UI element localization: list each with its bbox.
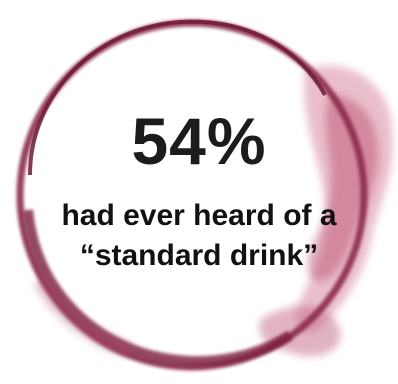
stat-caption: had ever heard of a “standard drink”: [0, 196, 398, 276]
stain-wash-inner: [307, 95, 379, 281]
caption-line-1: had ever heard of a: [61, 199, 337, 232]
ring-bottom-arc: [23, 209, 293, 367]
caption-line-2: “standard drink”: [79, 239, 319, 272]
ring-bottom-blot: [33, 276, 132, 357]
stat-percentage: 54%: [131, 104, 267, 178]
ring-top-arc: [28, 19, 327, 176]
